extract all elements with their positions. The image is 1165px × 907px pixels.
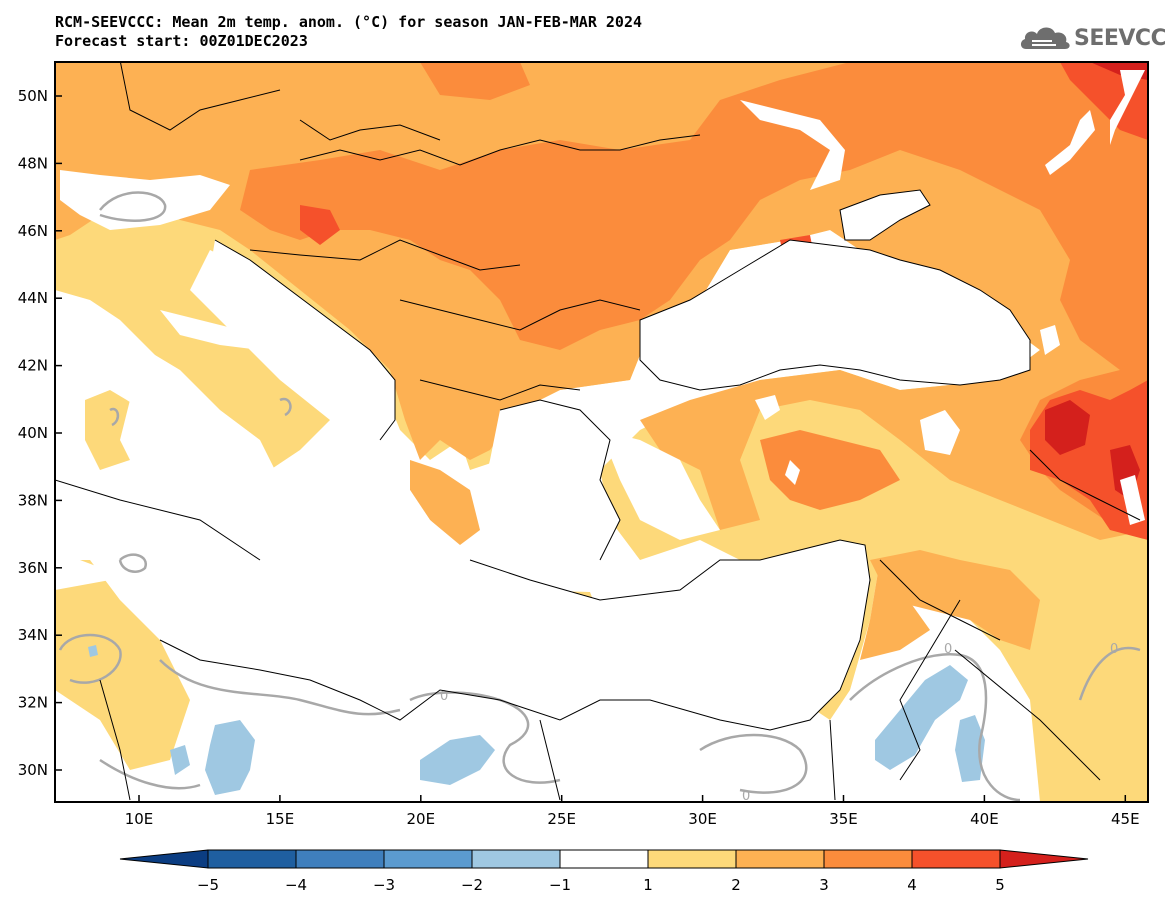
colorbar-segment xyxy=(823,849,913,869)
map-frame xyxy=(54,61,1149,803)
colorbar-label: 4 xyxy=(907,876,917,894)
lat-tick-label: 32N xyxy=(18,694,48,712)
lon-tick-label: 20E xyxy=(407,810,436,828)
colorbar-segment xyxy=(911,849,1001,869)
lat-tick-label: 36N xyxy=(18,559,48,577)
lon-tick-label: 30E xyxy=(688,810,717,828)
colorbar: −5 −4 −3 −2 −1 1 2 3 4 5 xyxy=(119,849,1089,894)
lon-tick-label: 10E xyxy=(125,810,154,828)
colorbar-label: −1 xyxy=(549,876,571,894)
mediterranean-sea xyxy=(55,480,870,730)
colorbar-segment xyxy=(647,849,737,869)
longitude-axis: 10E 15E 20E 25E 30E 35E 40E 45E xyxy=(125,795,1140,828)
contour-label: 0 xyxy=(1110,642,1118,657)
lat-tick-label: 48N xyxy=(18,154,48,172)
colorbar-segment xyxy=(559,849,649,869)
anomaly-minus-2-minus-1-region xyxy=(205,720,255,795)
lat-tick-label: 40N xyxy=(18,424,48,442)
colorbar-label: −2 xyxy=(461,876,483,894)
contour-label: 0 xyxy=(944,642,952,657)
lon-tick-label: 45E xyxy=(1111,810,1140,828)
logo-text: SEEVCCC xyxy=(1074,25,1165,51)
colorbar-high-extension xyxy=(999,849,1089,869)
anomaly-3-4-region xyxy=(240,62,1148,370)
colorbar-segment xyxy=(471,849,561,869)
title-line-2: Forecast start: 00Z01DEC2023 xyxy=(55,32,308,50)
map-canvas: 0 0 0 0 xyxy=(55,62,1148,804)
lat-tick-label: 34N xyxy=(18,626,48,644)
colorbar-low-extension xyxy=(119,849,209,869)
contour-label: 0 xyxy=(742,789,750,804)
latitude-axis: 50N 48N 46N 44N 42N 40N 38N 36N 34N 32N 30N xyxy=(18,87,62,779)
title-line-1: RCM-SEEVCCC: Mean 2m temp. anom. (°C) fo… xyxy=(55,13,642,31)
colorbar-segment xyxy=(295,849,385,869)
colorbar-label: −3 xyxy=(373,876,395,894)
lat-tick-label: 44N xyxy=(18,289,48,307)
anomaly-above-5-region xyxy=(1045,400,1090,455)
contour-label: 0 xyxy=(440,689,448,704)
colorbar-label: 1 xyxy=(643,876,653,894)
lat-tick-label: 42N xyxy=(18,357,48,375)
lon-tick-label: 40E xyxy=(970,810,999,828)
black-sea xyxy=(640,240,1030,390)
colorbar-label: 5 xyxy=(995,876,1005,894)
colorbar-label: −5 xyxy=(197,876,219,894)
aegean-sea xyxy=(480,400,620,590)
seevccc-logo: SEEVCCC xyxy=(1018,22,1165,54)
colorbar-label: −4 xyxy=(285,876,307,894)
lat-tick-label: 46N xyxy=(18,222,48,240)
coastlines-and-borders xyxy=(55,62,1141,801)
colorbar-label: 2 xyxy=(731,876,741,894)
lat-tick-label: 50N xyxy=(18,87,48,105)
map-title: RCM-SEEVCCC: Mean 2m temp. anom. (°C) fo… xyxy=(55,13,642,51)
sea-of-azov xyxy=(840,190,930,240)
tyrrhenian-sea xyxy=(120,340,280,530)
adriatic-sea xyxy=(210,240,395,440)
colorbar-label: 3 xyxy=(819,876,829,894)
lat-tick-label: 30N xyxy=(18,761,48,779)
lon-tick-label: 25E xyxy=(547,810,576,828)
lon-tick-label: 35E xyxy=(829,810,858,828)
colorbar-segment xyxy=(207,849,297,869)
cloud-icon xyxy=(1020,27,1070,49)
colorbar-segment xyxy=(383,849,473,869)
lat-tick-label: 38N xyxy=(18,491,48,509)
colorbar-segment xyxy=(735,849,825,869)
lon-tick-label: 15E xyxy=(266,810,295,828)
